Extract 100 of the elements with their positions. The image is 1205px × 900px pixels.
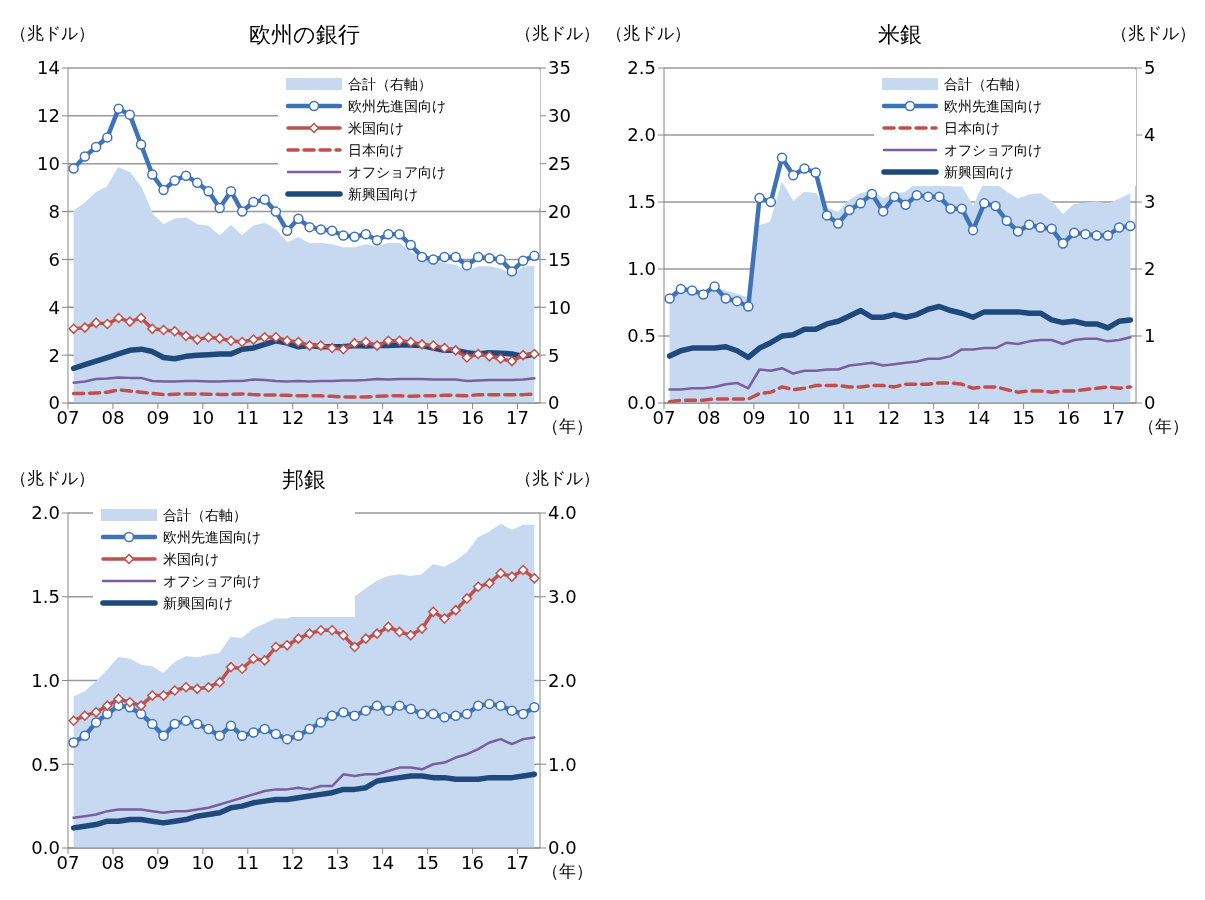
point	[191, 177, 203, 189]
point	[956, 203, 968, 214]
line-series	[72, 736, 536, 820]
point	[821, 210, 833, 221]
point	[1046, 223, 1057, 235]
x-tick-label: 13	[326, 851, 350, 873]
point	[203, 723, 214, 735]
legend-label: 日本向け	[348, 141, 404, 160]
x-tick-label: 10	[191, 406, 215, 428]
y2-tick-label: 2.0	[548, 669, 577, 691]
y2-tick-label: 3.0	[548, 586, 577, 608]
point	[416, 251, 428, 263]
point	[1012, 226, 1024, 237]
point	[259, 194, 270, 205]
y-tick-label: 1.5	[31, 586, 60, 608]
x-tick-label: 16	[461, 406, 485, 428]
point	[990, 200, 1001, 212]
point	[1001, 215, 1013, 227]
point	[450, 251, 461, 263]
point	[810, 167, 821, 178]
y2-tick-label: 1.0	[548, 753, 577, 775]
point	[844, 204, 855, 216]
point	[1091, 230, 1102, 241]
legend-label: 合計（右軸）	[348, 75, 432, 94]
point	[439, 251, 450, 263]
point	[293, 213, 304, 224]
y-tick-label: 8	[48, 200, 60, 222]
point	[281, 733, 293, 745]
point	[304, 723, 315, 735]
point	[371, 235, 383, 246]
x-tick-label: 17	[506, 406, 529, 428]
x-tick-label: 14	[371, 406, 395, 428]
point	[360, 229, 372, 240]
point	[484, 252, 495, 264]
y2-tick-label: 25	[548, 153, 571, 175]
point	[326, 225, 338, 236]
point	[135, 139, 147, 150]
point	[124, 109, 136, 120]
point	[922, 191, 934, 202]
x-axis-title: （年）	[542, 415, 593, 438]
y2-axis-title: （兆ドル）	[515, 467, 600, 490]
point	[911, 190, 923, 201]
point	[900, 199, 911, 210]
y-tick-label: 4	[48, 296, 60, 318]
point	[1057, 238, 1069, 249]
point	[225, 185, 237, 197]
point	[472, 251, 484, 263]
y-tick-label: 14	[37, 57, 60, 79]
y2-tick-label: 0	[1144, 392, 1156, 414]
chart-title: 邦銀	[282, 467, 326, 492]
y2-tick-label: 10	[548, 296, 571, 318]
point	[754, 192, 765, 204]
y2-axis-title: （兆ドル）	[515, 22, 600, 45]
x-tick-label: 08	[101, 851, 125, 873]
chart-title: 欧州の銀行	[248, 22, 360, 47]
x-tick-label: 12	[281, 851, 305, 873]
x-tick-label: 09	[742, 406, 766, 428]
point	[1113, 222, 1125, 233]
point	[79, 730, 91, 742]
point	[427, 254, 439, 265]
point	[281, 225, 293, 236]
y-tick-label: 0.5	[627, 325, 656, 347]
y-tick-label: 1.5	[627, 191, 656, 213]
y2-tick-label: 5	[548, 344, 560, 366]
y-tick-label: 10	[37, 153, 60, 175]
x-tick-label: 08	[697, 406, 721, 428]
y2-tick-label: 1	[1144, 325, 1156, 347]
x-tick-label: 12	[281, 406, 305, 428]
x-tick-label: 15	[416, 406, 440, 428]
point	[338, 230, 349, 241]
point	[517, 255, 529, 266]
y-tick-label: 2.0	[627, 124, 656, 146]
point	[68, 163, 79, 174]
legend-label: 米国向け	[163, 550, 219, 569]
x-tick-label: 08	[101, 406, 125, 428]
point	[68, 737, 79, 748]
y2-tick-label: 30	[548, 105, 571, 127]
x-tick-label: 12	[877, 406, 901, 428]
y2-tick-label: 15	[548, 248, 571, 270]
y-tick-label: 6	[48, 248, 60, 270]
point	[945, 203, 956, 214]
x-tick-label: 17	[506, 851, 529, 873]
legend-label: 欧州先進国向け	[944, 97, 1042, 116]
x-tick-label: 11	[236, 406, 260, 428]
point	[113, 103, 124, 114]
point	[866, 188, 878, 200]
point	[934, 191, 945, 202]
point	[158, 730, 169, 742]
point	[158, 184, 169, 196]
point	[855, 198, 866, 209]
legend-label: 日本向け	[944, 119, 1000, 138]
point	[180, 170, 192, 181]
point	[236, 206, 248, 217]
point	[293, 730, 304, 742]
point	[304, 221, 315, 233]
point	[236, 730, 248, 742]
point	[1068, 227, 1080, 239]
point	[270, 728, 282, 740]
x-tick-label: 13	[326, 406, 350, 428]
point	[102, 132, 113, 143]
